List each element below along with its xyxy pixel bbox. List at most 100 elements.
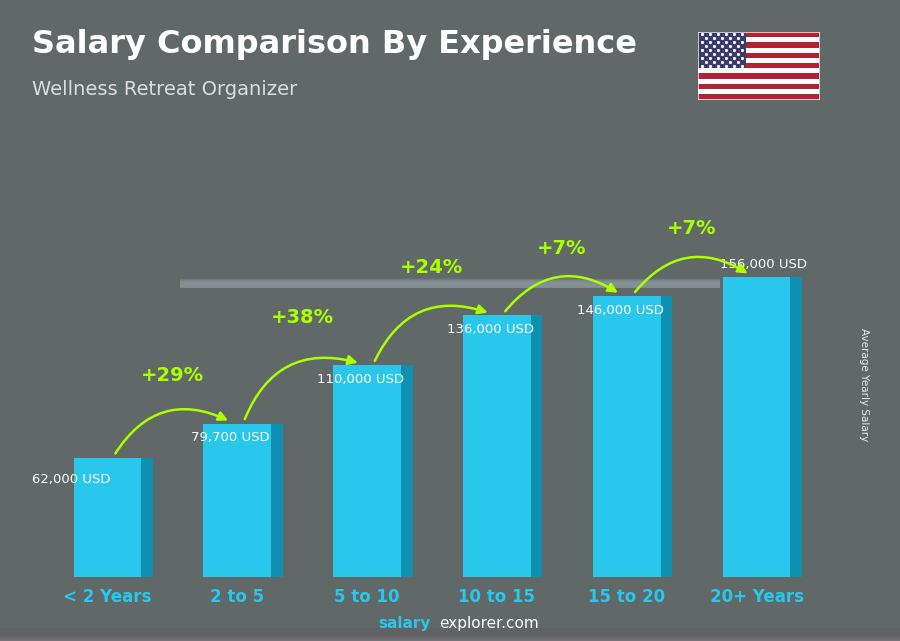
Bar <box>180 281 720 287</box>
Bar <box>0 633 900 640</box>
Bar <box>0 628 900 635</box>
Bar <box>0 632 900 638</box>
Bar <box>0 633 900 639</box>
Bar <box>180 278 720 283</box>
Bar <box>0 629 900 636</box>
Bar <box>180 279 720 285</box>
Bar <box>0 633 900 640</box>
Bar <box>0 632 900 638</box>
Bar <box>0 630 900 637</box>
Bar <box>0 633 900 639</box>
Bar <box>180 281 720 287</box>
Bar <box>0 629 900 635</box>
Bar <box>0 633 900 640</box>
Bar <box>180 278 720 284</box>
Bar <box>0 632 900 638</box>
Bar <box>180 281 720 287</box>
Polygon shape <box>141 458 153 577</box>
Bar <box>180 281 720 287</box>
Bar <box>180 279 720 285</box>
Bar <box>180 279 720 285</box>
Bar <box>180 282 720 288</box>
Bar <box>180 281 720 287</box>
Bar <box>0 630 900 637</box>
Bar <box>0 631 900 637</box>
Bar <box>0 634 900 640</box>
Bar <box>0 629 900 635</box>
Bar <box>0 634 900 640</box>
Polygon shape <box>698 32 746 69</box>
Bar <box>0 630 900 637</box>
Bar <box>0 629 900 635</box>
Bar <box>180 278 720 283</box>
Bar <box>0 632 900 638</box>
Bar <box>180 279 720 286</box>
Bar <box>0 633 900 640</box>
Bar <box>0 634 900 640</box>
Bar <box>0 630 900 637</box>
Bar <box>0 631 900 637</box>
Polygon shape <box>400 365 412 577</box>
Bar <box>0 633 900 640</box>
Bar <box>0 631 900 638</box>
Text: salary: salary <box>378 617 430 631</box>
Bar <box>698 37 819 42</box>
Bar <box>698 53 819 58</box>
Bar <box>0 629 900 636</box>
Bar <box>0 632 900 638</box>
Bar <box>0 635 900 641</box>
Bar <box>0 632 900 638</box>
Bar <box>0 629 900 636</box>
Bar <box>698 84 819 89</box>
Bar <box>593 296 661 577</box>
Bar <box>723 277 790 577</box>
Bar <box>333 365 400 577</box>
Bar <box>180 279 720 285</box>
Bar <box>0 630 900 637</box>
Bar <box>0 629 900 635</box>
Bar <box>180 281 720 287</box>
Bar <box>180 279 720 285</box>
Bar <box>698 89 819 94</box>
Bar <box>180 279 720 285</box>
Bar <box>0 633 900 640</box>
Bar <box>203 424 271 577</box>
Bar <box>0 629 900 635</box>
Bar <box>0 628 900 635</box>
Bar <box>0 631 900 637</box>
Bar <box>0 629 900 635</box>
Bar <box>180 281 720 287</box>
Text: 156,000 USD: 156,000 USD <box>720 258 806 271</box>
Bar <box>180 278 720 283</box>
Bar <box>0 633 900 639</box>
Text: 62,000 USD: 62,000 USD <box>32 473 111 486</box>
Bar <box>0 633 900 639</box>
Bar <box>180 280 720 286</box>
Polygon shape <box>531 315 543 577</box>
Bar <box>180 281 720 287</box>
Text: +24%: +24% <box>400 258 464 277</box>
Bar <box>0 631 900 638</box>
Bar <box>0 629 900 635</box>
Bar <box>180 281 720 287</box>
Bar <box>0 631 900 638</box>
Bar <box>0 632 900 638</box>
Polygon shape <box>661 296 672 577</box>
Bar <box>0 631 900 637</box>
Bar <box>180 279 720 285</box>
Bar <box>0 629 900 636</box>
Bar <box>0 633 900 640</box>
Bar <box>698 69 819 74</box>
Bar <box>180 278 720 284</box>
Bar <box>698 94 819 99</box>
Text: +7%: +7% <box>667 219 716 238</box>
Text: explorer.com: explorer.com <box>439 617 539 631</box>
Bar <box>0 630 900 637</box>
Bar <box>0 631 900 637</box>
Bar <box>0 633 900 639</box>
Bar <box>180 279 720 285</box>
Bar <box>0 631 900 637</box>
Bar <box>180 277 720 283</box>
Bar <box>0 634 900 640</box>
Text: 136,000 USD: 136,000 USD <box>447 323 534 336</box>
